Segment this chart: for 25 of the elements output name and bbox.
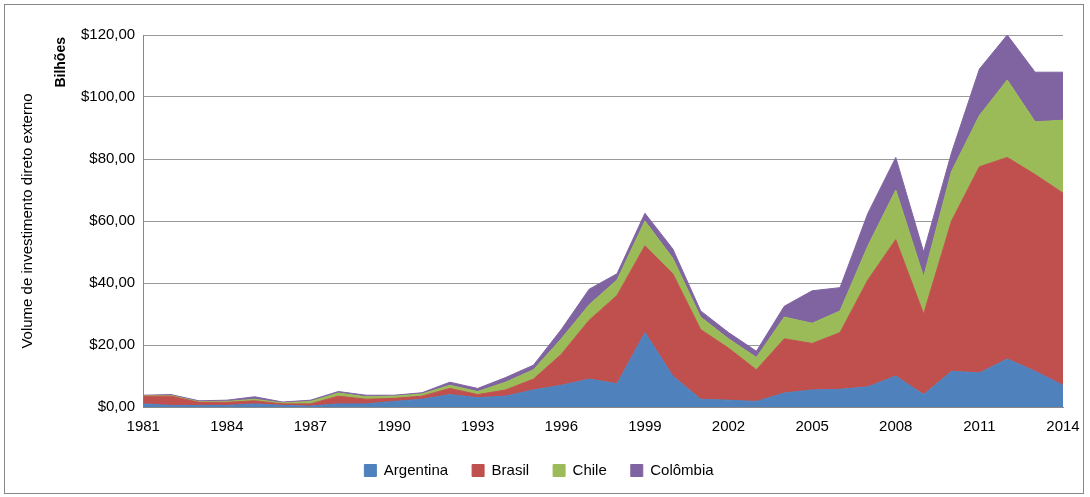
- y-tick-label: $40,00: [89, 273, 136, 291]
- x-tick-label: 2008: [879, 417, 913, 435]
- x-tick-label: 2014: [1046, 417, 1080, 435]
- x-tick-label: 1981: [126, 417, 160, 435]
- y-tick-label: $60,00: [89, 211, 136, 229]
- x-tick-label: 2011: [963, 417, 996, 435]
- x-tick-label: 1984: [210, 417, 244, 435]
- x-tick-label: 1993: [461, 417, 495, 435]
- y-tick-label: $0,00: [97, 397, 136, 415]
- y-tick-label: $80,00: [89, 149, 136, 167]
- x-tick-label: 1996: [544, 417, 578, 435]
- y-tick-label: $20,00: [89, 335, 136, 353]
- legend-label: Chile: [572, 460, 607, 478]
- x-tick-label: 1990: [377, 417, 411, 435]
- legend-label: Colômbia: [650, 460, 715, 478]
- x-tick-label: 2005: [795, 417, 829, 435]
- legend-label: Argentina: [383, 460, 449, 478]
- x-tick-label: 1987: [293, 417, 328, 435]
- y-tick-label: $120,00: [80, 25, 136, 43]
- x-tick-label: 2002: [711, 417, 746, 435]
- text: Bilhões: [52, 36, 69, 88]
- x-tick-label: 1999: [628, 417, 662, 435]
- y-tick-label: $100,00: [80, 87, 136, 105]
- y-axis-title: Volume de investimento direto externo: [18, 93, 36, 349]
- legend-label: Brasil: [491, 460, 530, 478]
